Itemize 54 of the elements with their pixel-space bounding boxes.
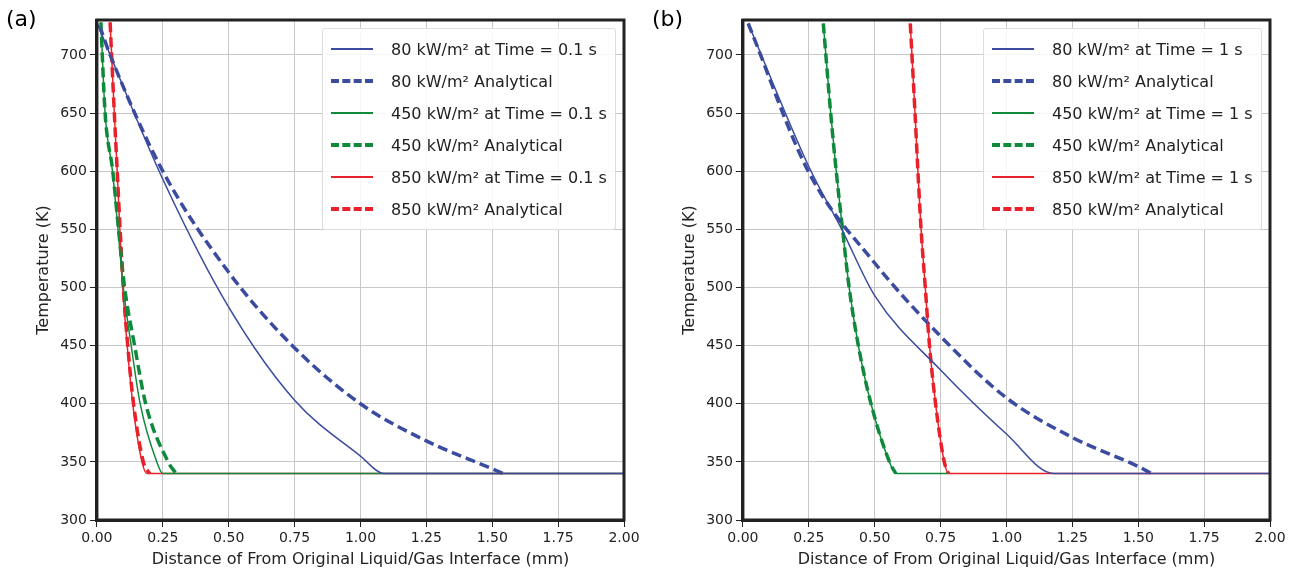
x-tick-label: 1.50 xyxy=(476,529,508,546)
x-tick-label: 1.25 xyxy=(1056,529,1088,546)
x-axis-title: Distance of From Original Liquid/Gas Interface (mm) xyxy=(797,548,1216,568)
y-tick-label: 600 xyxy=(706,161,733,178)
x-tick-label: 0.25 xyxy=(793,529,825,546)
y-axis-title: Temperature (K) xyxy=(678,205,698,336)
legend-label: 450 kW/m² at Time = 1 s xyxy=(1052,103,1253,123)
legend-label: 80 kW/m² at Time = 1 s xyxy=(1052,39,1243,59)
y-tick-label: 400 xyxy=(706,394,733,411)
x-tick-label: 1.75 xyxy=(1188,529,1220,546)
y-tick-label: 550 xyxy=(706,219,733,236)
legend-label: 80 kW/m² Analytical xyxy=(1052,71,1214,91)
legend-label: 850 kW/m² at Time = 1 s xyxy=(1052,167,1253,187)
x-tick-label: 0.75 xyxy=(278,529,311,546)
y-tick-label: 400 xyxy=(60,394,87,411)
y-tick-label: 550 xyxy=(60,219,87,236)
legend-label: 850 kW/m² Analytical xyxy=(1052,199,1224,219)
y-tick-label: 500 xyxy=(706,278,733,295)
x-tick-label: 0.50 xyxy=(859,529,891,546)
legend-label: 850 kW/m² at Time = 0.1 s xyxy=(391,167,607,187)
legend-label: 80 kW/m² Analytical xyxy=(391,71,553,91)
legend-label: 450 kW/m² Analytical xyxy=(391,135,563,155)
x-tick-label: 0.00 xyxy=(81,529,113,546)
x-tick-label: 1.25 xyxy=(410,529,442,546)
legend-label: 450 kW/m² at Time = 0.1 s xyxy=(391,103,607,123)
y-tick-label: 350 xyxy=(60,452,87,469)
y-tick-label: 650 xyxy=(706,103,733,120)
x-tick-label: 0.75 xyxy=(924,529,957,546)
x-tick-label: 1.00 xyxy=(344,529,377,546)
y-tick-label: 450 xyxy=(706,336,733,353)
chart-title: (a) xyxy=(6,6,37,31)
legend-label: 850 kW/m² Analytical xyxy=(391,199,563,219)
legend-label: 450 kW/m² Analytical xyxy=(1052,135,1224,155)
y-tick-label: 450 xyxy=(60,336,87,353)
y-tick-label: 700 xyxy=(706,45,733,62)
x-tick-label: 1.50 xyxy=(1122,529,1154,546)
y-tick-label: 300 xyxy=(706,510,733,527)
legend-label: 80 kW/m² at Time = 0.1 s xyxy=(391,39,597,59)
x-tick-label: 2.00 xyxy=(608,529,640,546)
y-tick-label: 350 xyxy=(706,452,733,469)
y-tick-label: 700 xyxy=(60,45,87,62)
x-tick-label: 2.00 xyxy=(1254,529,1286,546)
x-tick-label: 0.25 xyxy=(147,529,179,546)
y-tick-label: 300 xyxy=(60,510,87,527)
x-tick-label: 0.50 xyxy=(213,529,245,546)
x-tick-label: 0.00 xyxy=(727,529,759,546)
y-tick-label: 600 xyxy=(60,161,87,178)
x-axis-title: Distance of From Original Liquid/Gas Interface (mm) xyxy=(151,548,570,568)
y-tick-label: 650 xyxy=(60,103,87,120)
chart-title: (b) xyxy=(652,6,684,31)
y-tick-label: 500 xyxy=(60,278,87,295)
x-tick-label: 1.00 xyxy=(990,529,1023,546)
y-axis-title: Temperature (K) xyxy=(32,205,52,336)
x-tick-label: 1.75 xyxy=(542,529,574,546)
